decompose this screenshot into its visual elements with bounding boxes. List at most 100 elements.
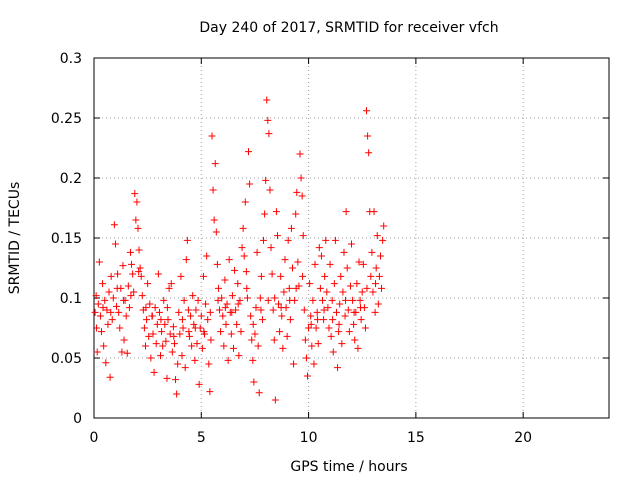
data-point [264, 296, 272, 304]
data-point [187, 312, 195, 320]
data-point [277, 272, 285, 280]
data-point [212, 228, 220, 236]
data-point [355, 258, 363, 266]
data-point [371, 308, 379, 316]
data-point [214, 296, 222, 304]
data-point [368, 248, 376, 256]
data-point [310, 360, 318, 368]
data-point [238, 244, 246, 252]
data-point [271, 294, 279, 302]
data-point [211, 160, 219, 168]
data-point [292, 284, 300, 292]
data-point [340, 248, 348, 256]
data-point [93, 324, 101, 332]
axis-ticks: 0 0.05 0.1 0.15 0.2 0.25 0.3 0 5 10 15 20 [51, 51, 609, 446]
data-point [209, 186, 217, 194]
data-point [357, 304, 365, 312]
data-point [335, 320, 343, 328]
data-point [198, 344, 206, 352]
data-point [185, 328, 193, 336]
data-point [249, 320, 257, 328]
x-tick-label: 15 [407, 430, 425, 446]
data-point [155, 308, 163, 316]
data-point [372, 280, 380, 288]
data-point [320, 316, 328, 324]
data-point [351, 336, 359, 344]
data-point [278, 312, 286, 320]
data-point [271, 396, 279, 404]
data-point [373, 232, 381, 240]
data-points [91, 96, 388, 404]
data-point [246, 180, 254, 188]
data-point [287, 224, 295, 232]
data-point [325, 324, 333, 332]
data-point [178, 316, 186, 324]
data-point [181, 364, 189, 372]
data-point [314, 316, 322, 324]
data-point [339, 288, 347, 296]
data-point [350, 308, 358, 316]
data-point [101, 296, 109, 304]
data-point [265, 130, 273, 138]
data-point [167, 280, 175, 288]
data-point [188, 342, 196, 350]
data-point [239, 224, 247, 232]
data-point [118, 348, 126, 356]
data-point [357, 316, 365, 324]
data-point [222, 320, 230, 328]
data-point [334, 364, 342, 372]
grid-lines [94, 58, 609, 418]
x-axis-label: GPS time / hours [290, 459, 407, 475]
data-point [131, 190, 139, 198]
data-point [341, 296, 349, 304]
data-point [309, 296, 317, 304]
data-point [253, 248, 261, 256]
data-point [206, 388, 214, 396]
data-point [329, 316, 337, 324]
data-point [348, 240, 355, 248]
data-point [345, 328, 353, 336]
data-point [257, 306, 265, 314]
data-point [249, 356, 257, 364]
data-point [370, 208, 378, 216]
data-point [109, 294, 117, 302]
data-point [144, 280, 152, 288]
data-point [335, 328, 343, 336]
data-point [349, 296, 357, 304]
data-point [161, 320, 169, 328]
data-point [322, 236, 330, 244]
data-point [250, 378, 258, 386]
data-point [168, 348, 176, 356]
data-point [191, 324, 199, 332]
data-point [175, 308, 183, 316]
data-point [183, 236, 191, 244]
data-point [220, 342, 228, 350]
data-point [379, 236, 387, 244]
data-point [124, 282, 132, 290]
data-point [378, 284, 386, 292]
data-point [104, 320, 112, 328]
data-point [129, 270, 137, 278]
data-point [331, 236, 339, 244]
data-point [343, 264, 351, 272]
data-point [130, 288, 138, 296]
data-point [342, 208, 350, 216]
data-point [135, 268, 143, 276]
data-point [120, 296, 128, 304]
data-point [208, 132, 216, 140]
data-point [227, 330, 235, 338]
data-point [277, 304, 285, 312]
y-tick-label: 0.1 [60, 291, 82, 307]
data-point [143, 316, 151, 324]
data-point [314, 340, 322, 348]
data-point [376, 252, 384, 260]
data-point [134, 224, 142, 232]
data-point [100, 342, 108, 350]
data-point [261, 210, 269, 218]
data-point [372, 264, 380, 272]
data-point [341, 312, 349, 320]
data-point [375, 272, 383, 280]
data-point [292, 210, 300, 218]
data-point [296, 150, 304, 158]
